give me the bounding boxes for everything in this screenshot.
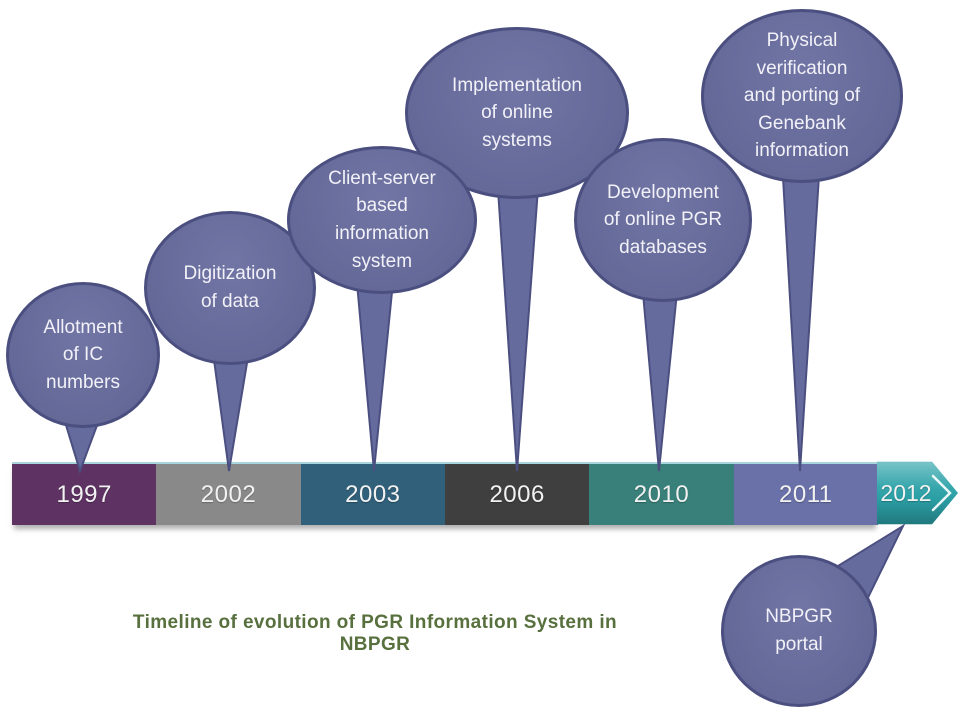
- bubble-tail-2006: [495, 174, 541, 472]
- timeline-segment-1997: 1997: [12, 464, 157, 525]
- year-label-2011: 2011: [779, 480, 833, 508]
- timeline-segment-2011: 2011: [733, 464, 878, 525]
- year-label-2010: 2010: [633, 480, 690, 508]
- bubble-label-2012: NBPGR portal: [765, 606, 833, 655]
- timeline-bar: 1997 2002 2003 2006 2010 2011: [12, 462, 878, 525]
- bubble-tail-2010: [640, 281, 680, 472]
- bubble-2012-nbpgr-portal: NBPGR portal: [721, 555, 877, 707]
- year-label-2003: 2003: [345, 480, 401, 508]
- year-label-2012: 2012: [880, 479, 932, 506]
- bubble-label-2003: Client-server based information system: [328, 167, 436, 272]
- bubble-label-2010: Development of online PGR databases: [603, 181, 723, 258]
- slide-caption: Timeline of evolution of PGR Information…: [132, 612, 618, 655]
- timeline-segment-2002: 2002: [156, 464, 301, 525]
- bubble-2011-physical-verification: Physical verification and porting of Gen…: [701, 9, 903, 183]
- timeline-segment-2010: 2010: [589, 464, 734, 525]
- year-label-1997: 1997: [56, 480, 112, 508]
- bubble-label-2006: Implementation of online systems: [452, 74, 582, 151]
- bubble-label-2002: Digitization of data: [183, 263, 277, 312]
- bubble-label-2011: Physical verification and porting of Gen…: [743, 30, 861, 162]
- year-label-2002: 2002: [200, 480, 257, 508]
- timeline-segment-2003: 2003: [300, 464, 445, 525]
- bubble-tail-2003: [354, 271, 396, 472]
- bubble-label-1997: Allotment of IC numbers: [43, 316, 123, 393]
- bubble-1997-allotment: Allotment of IC numbers: [6, 282, 160, 428]
- year-label-2006: 2006: [489, 480, 545, 508]
- bubble-2003-client-server: Client-server based information system: [287, 146, 477, 294]
- bubble-2010-development: Development of online PGR databases: [574, 138, 752, 302]
- timeline-arrow-2012: 2012: [877, 459, 958, 527]
- timeline-segment-2006: 2006: [444, 464, 590, 525]
- bubble-tail-2011: [780, 159, 822, 472]
- bubble-2002-digitization: Digitization of data: [144, 211, 316, 365]
